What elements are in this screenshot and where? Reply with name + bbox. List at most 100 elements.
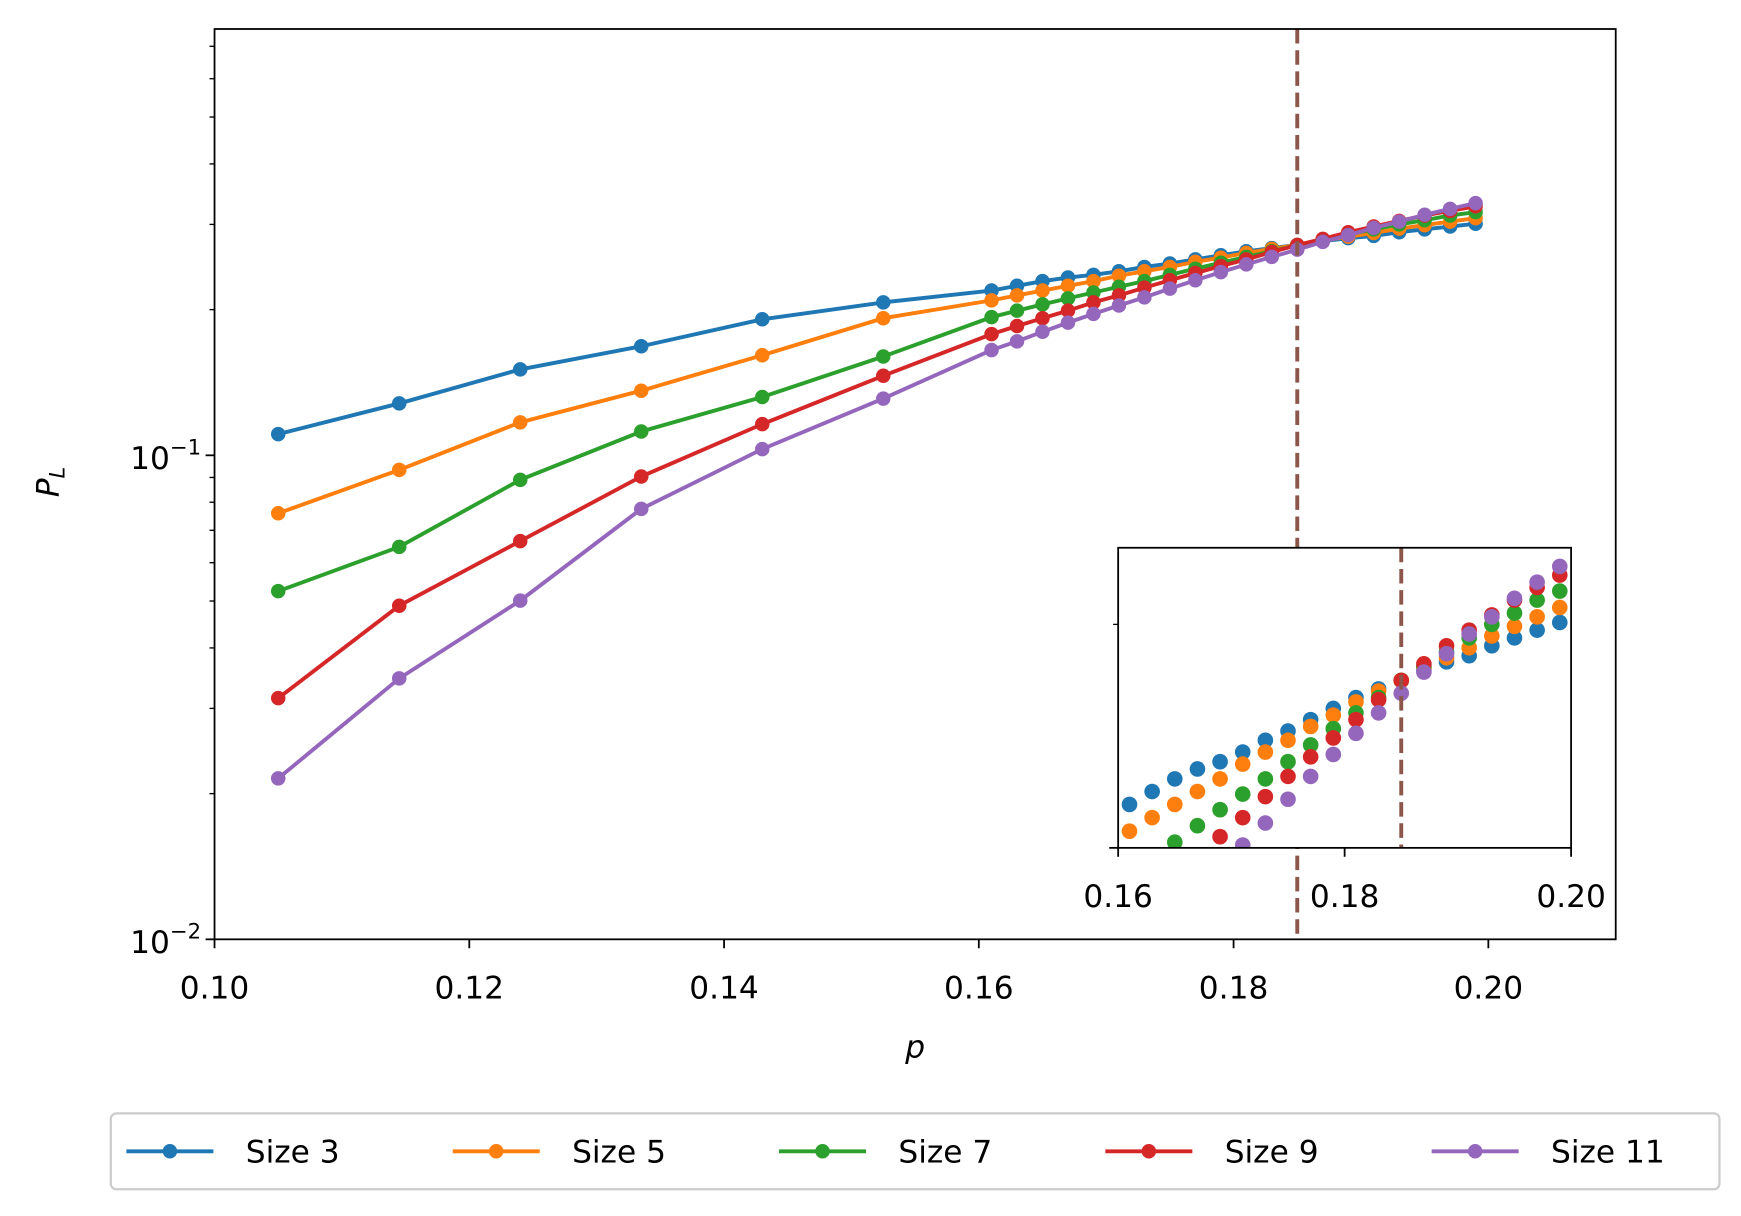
series-marker [1162,281,1178,296]
series-marker [391,671,407,686]
inset-marker [1121,823,1138,839]
series-marker [1009,303,1025,318]
inset-marker [1234,809,1251,826]
inset-marker [1551,583,1568,599]
series-marker [1086,273,1101,289]
inset-marker [1529,622,1545,638]
inset-marker [1234,786,1251,802]
inset-marker [1257,788,1274,805]
inset-marker [1302,768,1319,785]
x-tick-label: 0.20 [1454,971,1524,1007]
inset-x-tick-label: 0.18 [1310,879,1380,915]
inset-marker [1438,645,1455,662]
inset-marker [1325,730,1342,746]
legend-frame [109,1112,1721,1191]
series-group [270,195,1483,786]
inset-marker [1529,574,1545,590]
series-marker [876,368,891,384]
series-marker [984,293,999,308]
series-marker [1009,288,1025,303]
series-marker [270,506,286,521]
legend-label: Size 5 [572,1135,666,1171]
series-marker [1111,268,1127,283]
inset-marker [1280,768,1296,785]
inset-marker [1506,630,1523,646]
x-tick-label: 0.16 [944,971,1014,1007]
inset-marker [1551,614,1568,631]
series-marker [876,295,891,310]
series-marker [1035,283,1050,298]
series-marker [1213,264,1229,280]
inset-marker [1484,628,1500,644]
series-marker [512,533,528,549]
series-marker [512,415,528,430]
axes-frame [213,28,1617,941]
inset-marker [1280,753,1296,770]
series-marker [391,462,407,478]
series-marker [391,396,407,411]
series-marker [391,598,407,613]
inset-marker [1348,711,1364,728]
series-marker [270,771,286,786]
series-marker [512,593,528,608]
inset-marker [1212,801,1228,818]
x-tick-label: 0.14 [689,971,759,1007]
inset-marker [1506,590,1523,607]
inset-marker [1529,609,1545,625]
inset-marker [1551,558,1568,575]
series-marker [1111,288,1127,303]
series-marker [1060,291,1076,306]
inset-marker [1280,732,1296,749]
legend-marker [1467,1144,1483,1159]
inset-marker [1234,744,1251,760]
series-marker [1340,227,1356,243]
inset-marker [1257,732,1274,749]
inset-marker [1212,753,1228,770]
series-marker [984,309,999,325]
inset-marker [1551,599,1568,616]
series-marker [1035,297,1050,312]
series-marker [1137,290,1152,305]
x-axis-label: p [904,1030,925,1066]
series-marker [634,501,649,517]
inset-marker [1416,664,1432,680]
series-marker [876,310,891,326]
series-marker [755,312,770,327]
series-marker [755,416,770,432]
inset-x-tick-label: 0.20 [1536,879,1606,915]
series-marker [1468,195,1483,211]
series-marker [1009,318,1025,334]
series-marker [1009,334,1025,349]
series-marker [634,383,649,398]
legend-label: Size 3 [246,1135,340,1171]
inset-frame [1117,546,1572,849]
series-marker [755,347,770,363]
inset-marker [1257,771,1274,787]
series-marker [1035,310,1050,326]
inset-marker [1325,746,1342,763]
series-marker [1086,285,1101,300]
series-marker [1086,306,1101,322]
inset-marker [1506,605,1523,621]
legend-marker [1141,1144,1157,1159]
series-marker [512,362,528,377]
legend-marker [815,1144,830,1159]
inset-marker [1189,783,1206,800]
series-marker [1442,201,1458,217]
series-marker [634,469,649,484]
inset-marker [1144,809,1160,826]
inset-marker [1302,749,1319,765]
series-marker [1060,303,1076,318]
series-marker [1035,324,1050,340]
series-marker [755,389,770,405]
series-marker [634,339,649,354]
series-marker [1086,295,1101,310]
series-marker [1060,315,1076,330]
inset-marker [1234,756,1251,772]
inset-marker [1461,626,1477,642]
inset-marker [1484,609,1500,625]
series-marker [634,424,649,439]
series-marker [1111,298,1127,313]
series-marker [984,342,999,358]
y-tick-label: 10−2 [130,919,201,961]
